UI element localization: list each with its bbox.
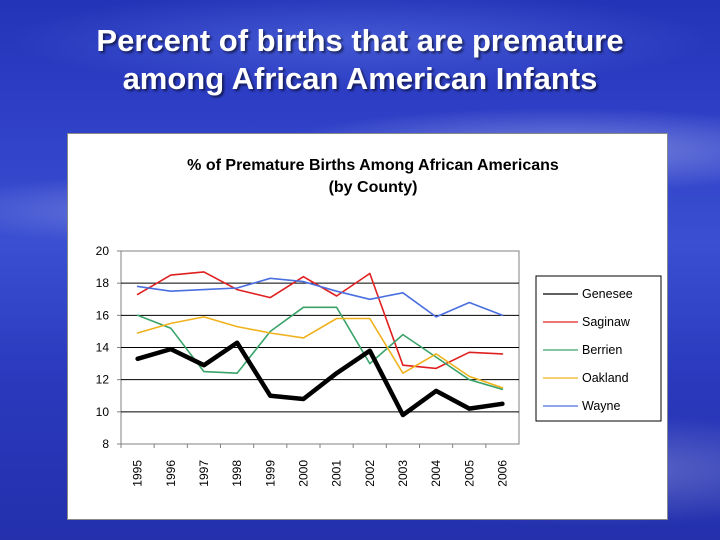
chart-title-line-2: (by County) xyxy=(329,179,418,196)
legend-label-berrien: Berrien xyxy=(582,343,622,357)
y-tick-label: 8 xyxy=(102,437,109,451)
legend-label-wayne: Wayne xyxy=(582,399,620,413)
chart-title-line-1: % of Premature Births Among African Amer… xyxy=(187,157,559,174)
y-tick-label: 16 xyxy=(96,308,110,322)
x-tick-label: 2005 xyxy=(462,460,476,487)
series-line-genesee xyxy=(135,340,505,418)
legend: Genesee Saginaw Berrien Oakland Wayne xyxy=(543,287,633,413)
legend-label-saginaw: Saginaw xyxy=(582,315,631,329)
legend-box xyxy=(535,275,662,422)
slide-title-line-2: among African American Infants xyxy=(122,61,598,96)
chart-frame: % of Premature Births Among African Amer… xyxy=(67,133,668,520)
y-axis-ticks: 20 18 16 14 12 10 8 xyxy=(96,244,121,451)
x-tick-label: 2003 xyxy=(396,460,410,487)
series-line-wayne xyxy=(136,277,504,318)
y-tick-label: 14 xyxy=(96,341,110,355)
y-tick-label: 10 xyxy=(96,405,110,419)
x-tick-label: 2004 xyxy=(429,460,443,487)
x-tick-label: 2002 xyxy=(363,460,377,487)
series-line-oakland xyxy=(136,316,504,389)
y-tick-label: 12 xyxy=(96,373,110,387)
legend-label-oakland: Oakland xyxy=(582,371,629,385)
x-tick-label: 1999 xyxy=(263,460,277,487)
gridlines xyxy=(121,282,519,413)
x-tick-label: 1995 xyxy=(131,460,145,487)
x-axis-ticks: 1995 1996 1997 1998 1999 2000 2001 2002 2003 2004… xyxy=(120,444,509,487)
series-lines xyxy=(135,271,505,418)
slide-title-line-1: Percent of births that are premature xyxy=(96,23,624,58)
x-tick-label: 1997 xyxy=(197,460,211,487)
x-tick-label: 2000 xyxy=(296,460,310,487)
legend-label-genesee: Genesee xyxy=(582,287,633,301)
y-tick-label: 18 xyxy=(96,276,110,290)
x-tick-label: 2006 xyxy=(495,460,509,487)
y-tick-label: 20 xyxy=(96,244,110,258)
x-tick-label: 1996 xyxy=(164,460,178,487)
x-tick-label: 1998 xyxy=(230,460,244,487)
line-chart: % of Premature Births Among African Amer… xyxy=(96,157,662,487)
x-tick-label: 2001 xyxy=(330,460,344,487)
slide-title: Percent of births that are premature amo… xyxy=(0,22,720,98)
